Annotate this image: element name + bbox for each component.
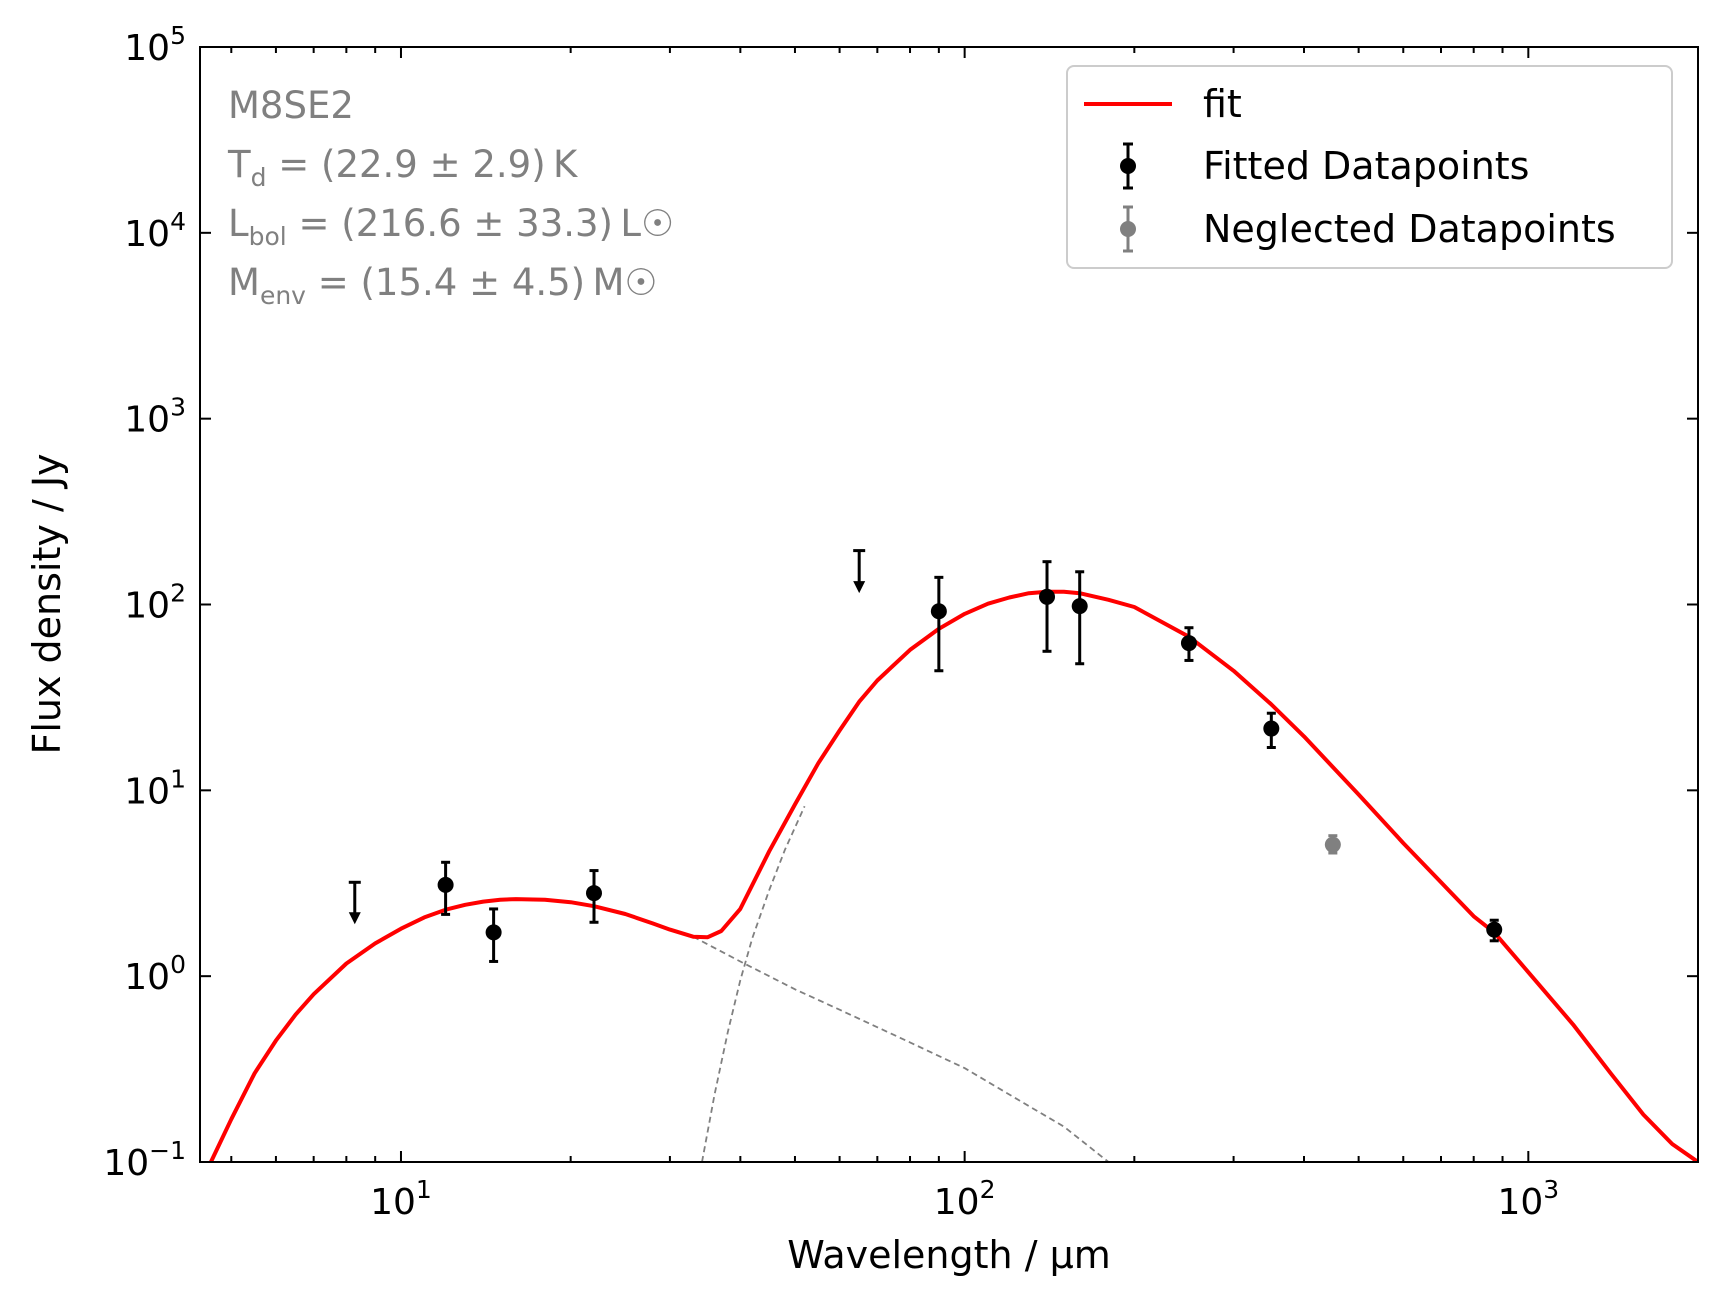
y-tick-label: 105 (124, 21, 186, 69)
x-tick-label: 102 (934, 1175, 996, 1223)
bolometric-luminosity: Lbol = (216.6 ± 33.3) L☉ (228, 202, 674, 251)
fitted-datapoint (485, 907, 502, 963)
fitted-datapoint-marker (1486, 921, 1503, 938)
upper-limit-arrowhead (853, 581, 866, 594)
neglected-datapoint (1324, 834, 1341, 855)
x-tick-label: 103 (1497, 1175, 1559, 1223)
fitted-datapoint (1180, 626, 1197, 662)
y-tick-label: 100 (124, 950, 186, 998)
y-tick-label: 104 (124, 207, 186, 255)
y-tick-label: 101 (124, 764, 186, 812)
legend: fit Fitted Datapoints Neglected Datapoin… (1066, 65, 1673, 269)
legend-box (1066, 65, 1673, 269)
y-tick-label: 103 (124, 393, 186, 441)
warm-component-curve (692, 935, 1110, 1162)
fitted-datapoint-marker (1263, 720, 1280, 737)
fitted-datapoint (585, 869, 602, 924)
fitted-datapoint-marker (585, 885, 602, 902)
upper-limit-arrowhead (348, 912, 361, 925)
legend-fitted-marker (1120, 142, 1136, 190)
axis-ticks (200, 46, 1699, 1163)
y-tick-label: 102 (124, 579, 186, 627)
model-components (692, 805, 1110, 1162)
x-tick-label: 101 (370, 1175, 432, 1223)
upper-limit-point (348, 880, 361, 925)
fit-curve (209, 589, 1698, 1162)
y-tick-label: 10−1 (103, 1136, 186, 1184)
x-axis-label: Wavelength / μm (787, 1233, 1111, 1277)
datapoints-layer (348, 549, 1503, 963)
fitted-datapoint (437, 860, 454, 916)
upper-limit-point (853, 549, 866, 594)
envelope-mass: Menv = (15.4 ± 4.5) M☉ (228, 261, 658, 310)
source-name: M8SE2 (228, 84, 354, 127)
fitted-datapoint-marker (485, 924, 502, 941)
fit-annotation: M8SE2 Td = (22.9 ± 2.9) K Lbol = (216.6 … (227, 84, 674, 310)
fitted-datapoint-marker (930, 603, 947, 620)
fitted-datapoint (1486, 918, 1503, 943)
fit-layer (209, 589, 1698, 1162)
y-axis-label: Flux density / Jy (25, 453, 69, 754)
fitted-datapoint (930, 575, 947, 673)
axis-tick-labels: 101 102 103 10−1 100 101 102 103 104 105 (103, 21, 1559, 1223)
fitted-datapoint (1263, 711, 1280, 750)
fitted-datapoint-marker (1180, 635, 1197, 652)
legend-label-fitted: Fitted Datapoints (1203, 144, 1529, 188)
neglected-datapoint-marker (1324, 836, 1341, 853)
legend-neglected-marker (1120, 205, 1136, 253)
fitted-datapoint (1039, 560, 1056, 653)
fitted-datapoint-marker (437, 876, 454, 893)
fitted-datapoint (1071, 570, 1088, 666)
fitted-datapoint-marker (1071, 598, 1088, 615)
legend-label-fit: fit (1203, 82, 1242, 126)
dust-temperature: Td = (22.9 ± 2.9) K (227, 143, 579, 192)
fitted-datapoint-marker (1039, 588, 1056, 605)
legend-label-neglected: Neglected Datapoints (1203, 207, 1616, 251)
